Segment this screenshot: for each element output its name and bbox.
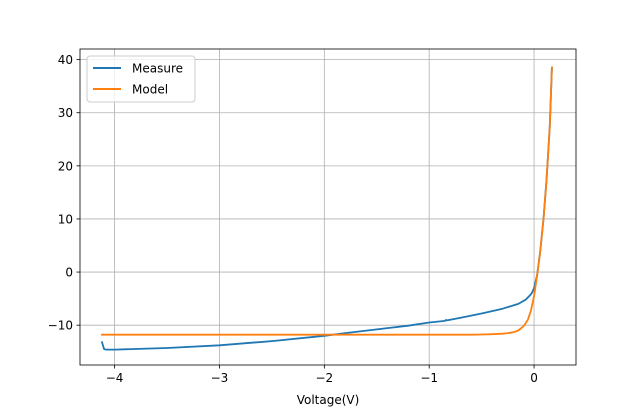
y-tick-label: 10 <box>58 212 73 226</box>
legend-label-model: Model <box>132 83 168 97</box>
legend: Measure Model <box>86 55 196 103</box>
legend-label-measure: Measure <box>132 62 183 76</box>
y-tick-label: 30 <box>58 106 73 120</box>
y-tick-label: 40 <box>58 53 73 67</box>
x-tick-label: −3 <box>211 371 229 385</box>
y-tick-label: −10 <box>48 319 73 333</box>
series-line-model <box>101 66 553 336</box>
x-tick-label: −4 <box>106 371 124 385</box>
x-tick-label: 0 <box>530 371 538 385</box>
grid <box>80 49 576 365</box>
y-tick-label: 20 <box>58 159 73 173</box>
plot-frame <box>79 48 577 366</box>
x-axis-label: Voltage(V) <box>297 393 360 407</box>
x-tick-label: −1 <box>420 371 438 385</box>
series-lines <box>100 66 553 351</box>
x-tick-label: −2 <box>315 371 333 385</box>
y-tick-label: 0 <box>65 266 73 280</box>
